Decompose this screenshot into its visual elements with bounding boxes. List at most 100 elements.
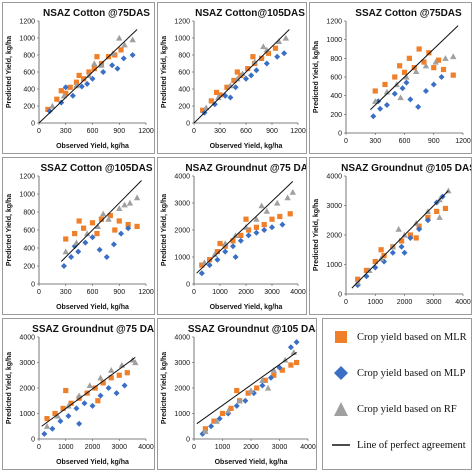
y-tick-label: 800 — [23, 210, 35, 217]
point-mlr — [112, 227, 118, 233]
point-mlp — [125, 225, 132, 232]
point-rf — [211, 251, 218, 257]
perfect-agreement-line — [193, 29, 290, 124]
point-mlr — [118, 47, 124, 53]
point-rf — [284, 194, 291, 201]
y-tick-label: 400 — [178, 87, 190, 94]
legend-label-line: Line of perfect agreement — [357, 439, 466, 451]
point-rf — [97, 374, 104, 381]
y-tick-label: 200 — [330, 112, 342, 119]
point-mlr — [73, 79, 80, 85]
point-mlp — [391, 90, 398, 97]
x-tick-label: 0 — [192, 128, 196, 135]
point-mlr — [76, 72, 82, 78]
point-mlp — [96, 246, 103, 253]
point-mlp — [82, 239, 89, 246]
x-tick-label: 600 — [87, 128, 99, 135]
point-mlr — [211, 418, 217, 424]
point-mlp — [75, 248, 82, 255]
point-mlr — [288, 362, 294, 368]
point-mlr — [271, 372, 277, 378]
x-tick-label: 1000 — [58, 444, 74, 451]
x-tick-label: 900 — [428, 138, 440, 145]
point-mlr — [45, 106, 51, 112]
point-mlp — [62, 84, 69, 91]
point-mlr — [217, 92, 223, 98]
point-mlr — [63, 90, 69, 96]
point-rf — [450, 53, 457, 60]
point-mlp — [363, 273, 370, 280]
point-rf — [54, 412, 61, 419]
y-tick-label: 600 — [23, 70, 35, 77]
point-mlr — [92, 385, 98, 391]
point-mlr — [54, 96, 60, 102]
point-mlp — [69, 92, 76, 99]
x-tick-label: 900 — [266, 128, 278, 135]
point-mlr — [207, 257, 213, 263]
legend-item-rf: Crop yield based on RF — [331, 401, 457, 417]
point-mlp — [46, 108, 53, 115]
point-mlr — [397, 63, 403, 69]
y-tick-label: 600 — [330, 75, 342, 82]
point-rf — [121, 41, 128, 48]
point-mlp — [103, 254, 110, 260]
scatter-plot: NSAZ Cotton@105DAS 0 300 600 900 1200 0 200 400 6… — [161, 8, 306, 150]
point-mlp — [68, 254, 75, 260]
y-tick-label: 0 — [31, 121, 35, 128]
point-mlp — [279, 221, 286, 228]
legend-label-rf: Crop yield based on RF — [357, 403, 457, 415]
y-axis-label: Predicted Yield, kg/ha — [161, 352, 168, 424]
point-rf — [432, 58, 439, 65]
point-mlp — [248, 72, 255, 79]
point-rf — [73, 82, 80, 89]
point-mlp — [214, 256, 221, 263]
point-mlr — [250, 54, 256, 60]
x-tick-label: 0 — [37, 128, 41, 135]
y-tick-label: 1000 — [19, 192, 35, 199]
point-mlr — [259, 55, 265, 61]
point-mlp — [216, 415, 223, 422]
y-axis-label: Predicted Yield, kg/ha — [6, 352, 13, 424]
y-tick-label: 1000 — [174, 36, 190, 43]
point-mlr — [199, 262, 205, 268]
point-mlp — [401, 249, 408, 256]
point-rf — [403, 73, 410, 80]
point-mlp — [399, 85, 406, 92]
x-axis-label: Observed Yield, kg/ha — [210, 304, 283, 311]
x-tick-label: 4000 — [290, 289, 306, 296]
point-mlp — [430, 81, 437, 88]
point-mlr — [107, 213, 113, 219]
perfect-agreement-line — [196, 181, 294, 274]
point-rf — [65, 402, 72, 409]
x-tick-label: 2000 — [243, 444, 259, 451]
point-mlp — [76, 420, 83, 427]
y-tick-label: 3000 — [174, 201, 190, 208]
y-tick-label: 1000 — [326, 262, 342, 269]
chart-panel: SSAZ Groundnut @105 DAS 0 1000 2000 3000 4000… — [157, 318, 317, 470]
point-mlp — [233, 402, 240, 409]
point-mlp — [422, 88, 429, 94]
point-mlr — [442, 205, 449, 212]
point-rf — [442, 55, 449, 61]
point-rf — [202, 428, 209, 434]
point-mlr — [200, 107, 206, 113]
point-mlp — [113, 390, 120, 397]
point-rf — [83, 230, 91, 237]
chart-panel: NSAZ Groundnut @75 DAS 0 1000 2000 3000 4000 0… — [157, 157, 307, 315]
scatter-plot: NSAZ Groundnut @105 DAS 0 1000 2000 3000 4000… — [313, 163, 471, 306]
x-tick-label: 300 — [369, 138, 381, 145]
y-axis-label: Predicted Yield, kg/ha — [313, 199, 320, 271]
y-tick-label: 600 — [23, 228, 35, 235]
point-mlp — [383, 102, 390, 108]
point-mlr — [124, 370, 130, 376]
point-rf — [260, 43, 267, 50]
point-mlp — [57, 418, 64, 425]
point-mlp — [232, 254, 239, 260]
x-tick-label: 0 — [344, 138, 348, 145]
y-tick-label: 400 — [330, 93, 342, 100]
point-mlp — [114, 65, 121, 72]
scatter-plot: SSAZ Groundnut @105 DAS 0 1000 2000 3000 4000… — [161, 324, 316, 466]
point-mlp — [370, 113, 377, 120]
scatter-plot: NSAZ Cotton @75DAS 0 300 600 900 1200 0 200 400 6… — [6, 8, 154, 150]
chart-title: SSAZ Cotton @75DAS — [355, 8, 462, 19]
